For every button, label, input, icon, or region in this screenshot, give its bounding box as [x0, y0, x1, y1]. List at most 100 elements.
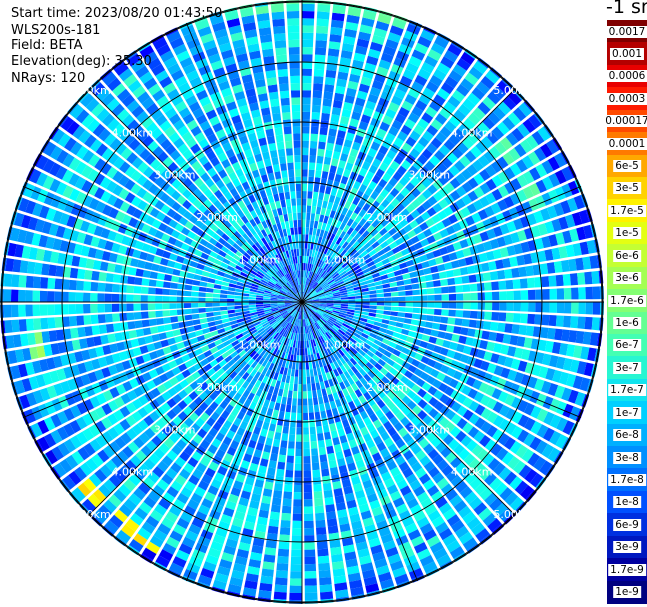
range-gate-cell: [395, 192, 405, 203]
range-gate-cell: [414, 171, 426, 182]
range-gate-cell: [469, 310, 478, 319]
range-gate-cell: [395, 503, 408, 515]
range-gate-cell: [328, 194, 336, 203]
range-gate-cell: [368, 596, 383, 604]
range-gate-cell: [316, 228, 321, 237]
range-gate-cell: [584, 271, 593, 285]
range-gate-cell: [32, 290, 41, 302]
range-gate-cell: [588, 432, 598, 447]
range-gate-cell: [358, 183, 368, 193]
range-gate-cell: [383, 420, 393, 431]
range-gate-cell: [512, 313, 521, 323]
range-gate-cell: [329, 269, 337, 276]
range-gate-cell: [402, 69, 416, 81]
range-gate-cell: [370, 190, 379, 200]
range-gate-cell: [370, 253, 379, 261]
range-gate-cell: [315, 275, 321, 282]
range-gate-cell: [177, 283, 186, 290]
range-gate-cell: [553, 202, 565, 217]
range-gate-cell: [450, 519, 465, 533]
range-gate-cell: [419, 221, 429, 231]
range-gate-cell: [310, 242, 315, 250]
range-gate-cell: [369, 499, 381, 510]
range-gate-cell: [365, 583, 380, 594]
range-gate-cell: [398, 242, 407, 251]
range-gate-cell: [410, 444, 422, 455]
range-gate-cell: [313, 250, 319, 258]
range-gate-cell: [354, 158, 364, 168]
range-gate-cell: [496, 156, 509, 170]
range-gate-cell: [371, 200, 380, 210]
range-gate-cell: [304, 535, 315, 543]
range-gate-cell: [314, 61, 325, 70]
range-gate-cell: [365, 0, 381, 7]
range-gate-cell: [312, 97, 322, 106]
range-gate-cell: [386, 381, 396, 390]
range-gate-cell: [349, 0, 365, 3]
range-gate-cell: [490, 443, 503, 457]
range-gate-cell: [302, 3, 315, 12]
range-gate-cell: [459, 486, 473, 499]
range-gate-cell: [472, 233, 483, 244]
range-gate-cell: [406, 336, 415, 344]
range-gate-cell: [600, 185, 604, 201]
range-gate-cell: [443, 206, 454, 217]
range-gate-cell: [311, 112, 321, 120]
range-gate-cell: [401, 516, 415, 528]
range-gate-cell: [440, 483, 454, 496]
range-gate-cell: [293, 492, 302, 500]
range-gate-cell: [163, 317, 172, 324]
range-gate-cell: [385, 267, 394, 274]
range-gate-cell: [436, 62, 451, 75]
range-gate-cell: [48, 264, 57, 277]
range-gate-cell: [530, 405, 542, 419]
range-gate-cell: [505, 312, 514, 323]
range-gate-cell: [3, 304, 12, 318]
range-gate-cell: [3, 289, 12, 302]
range-gate-cell: [473, 60, 488, 75]
range-gate-cell: [472, 199, 484, 211]
range-gate-cell: [345, 132, 355, 142]
range-gate-cell: [358, 320, 367, 326]
range-gate-cell: [366, 224, 375, 234]
range-gate-cell: [469, 224, 479, 235]
range-gate-cell: [357, 338, 365, 346]
range-gate-cell: [536, 408, 549, 422]
range-gate-cell: [601, 400, 604, 416]
range-gate-cell: [331, 407, 339, 416]
range-gate-cell: [563, 287, 572, 300]
range-gate-cell: [155, 317, 164, 325]
range-gate-cell: [375, 313, 384, 319]
range-gate-cell: [376, 305, 385, 310]
range-gate-cell: [421, 61, 435, 74]
range-gate-cell: [504, 491, 519, 506]
range-gate-cell: [352, 265, 361, 272]
range-gate-cell: [309, 279, 313, 287]
range-gate-cell: [328, 378, 335, 387]
range-gate-cell: [449, 546, 465, 559]
range-gate-cell: [303, 434, 310, 442]
range-gate-cell: [140, 295, 148, 302]
range-gate-cell: [280, 440, 288, 449]
range-gate-cell: [587, 171, 600, 188]
range-gate-cell: [354, 254, 363, 262]
range-gate-cell: [83, 304, 91, 314]
range-gate-cell: [446, 514, 461, 527]
range-gate-cell: [404, 284, 413, 291]
range-gate-cell: [421, 382, 432, 392]
range-gate-cell: [456, 84, 470, 97]
range-gate-cell: [513, 218, 524, 231]
range-gate-cell: [385, 77, 398, 88]
range-gate-cell: [344, 94, 355, 104]
range-gate-cell: [366, 278, 375, 284]
range-gate-cell: [118, 41, 134, 55]
range-gate-cell: [338, 349, 345, 357]
range-gate-cell: [440, 316, 449, 324]
range-gate-cell: [527, 313, 536, 325]
range-gate-cell: [302, 391, 308, 399]
range-gate-cell: [343, 370, 351, 379]
range-gate-cell: [370, 141, 381, 152]
range-gate-cell: [318, 562, 331, 571]
range-gate-cell: [474, 329, 483, 339]
range-gate-cell: [354, 307, 363, 311]
